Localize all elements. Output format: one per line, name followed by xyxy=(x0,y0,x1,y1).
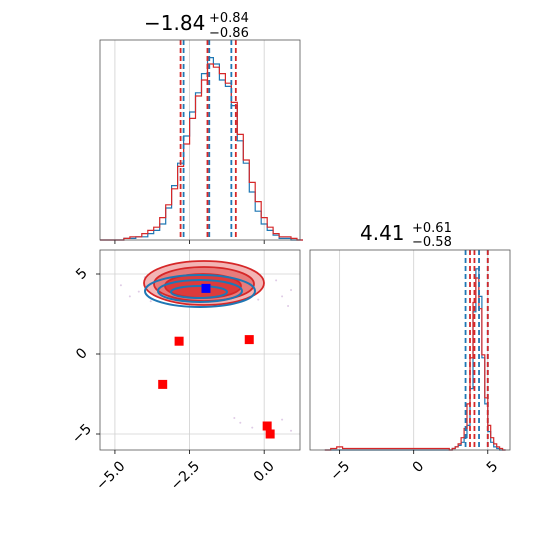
hist2-x-tick-label: −5 xyxy=(327,458,353,484)
noise-dot xyxy=(290,429,293,432)
noise-dot xyxy=(281,295,284,298)
scatter-y-tick-label: −5 xyxy=(69,421,95,447)
noise-dot xyxy=(149,300,152,303)
scatter-markers xyxy=(158,283,275,439)
scatter-y-tick-label: 0 xyxy=(73,345,91,363)
title-param1-median: −1.84 xyxy=(144,11,205,35)
hist2-red-step xyxy=(324,277,506,451)
hist1-quantile-lines xyxy=(179,40,237,240)
red-square-marker xyxy=(262,421,272,431)
hist2-x-tick-label: 5 xyxy=(484,458,502,476)
noise-dot xyxy=(251,426,254,429)
noise-dot xyxy=(119,284,122,287)
hist2-x-tick-label: 0 xyxy=(410,458,428,476)
hist2-quantile-lines xyxy=(464,250,489,450)
hist2-series xyxy=(324,268,506,451)
noise-dot xyxy=(290,289,293,291)
noise-dot xyxy=(257,298,260,301)
noise-dot xyxy=(281,418,284,421)
noise-dot xyxy=(287,305,290,307)
title-param2-plus: +0.61 xyxy=(412,221,452,236)
scatter-x-ticks: −5.0 −2.5 0.0 xyxy=(93,450,278,494)
scatter-x-tick-label: −5.0 xyxy=(93,458,128,493)
contour-blue-inner xyxy=(170,285,228,299)
scatter-y-ticks: −5 0 5 xyxy=(69,265,100,447)
red-square-marker xyxy=(265,429,275,439)
noise-dot xyxy=(128,295,131,298)
panel-scatter: −5.0 −2.5 0.0 −5 0 5 xyxy=(69,249,301,494)
noise-dot xyxy=(275,279,278,282)
contour-blue-mid xyxy=(157,279,243,303)
noise-dot xyxy=(239,421,242,424)
scatter-x-tick-label: 0.0 xyxy=(251,458,278,485)
hist1-series xyxy=(100,57,303,244)
title-param1-minus: −0.86 xyxy=(209,26,249,41)
title-param2-median: 4.41 xyxy=(360,221,405,245)
panel-hist-param1: −1.84 +0.84 −0.86 xyxy=(99,11,303,244)
contour-blue-outer xyxy=(144,274,256,308)
title-param2-minus: −0.58 xyxy=(412,235,452,250)
blue-square-marker xyxy=(201,283,211,293)
hist1-red-step xyxy=(100,63,303,241)
hist1-frame xyxy=(99,39,301,241)
noise-dot xyxy=(233,417,236,419)
panel-hist-param2: 4.41 +0.61 −0.58 −5 0 5 xyxy=(309,221,511,484)
scatter-y-tick-label: 5 xyxy=(73,265,91,283)
scatter-frame xyxy=(99,249,301,451)
red-square-marker xyxy=(158,379,168,389)
red-square-marker xyxy=(244,335,254,345)
red-square-marker xyxy=(174,336,184,346)
scatter-x-tick-label: −2.5 xyxy=(168,458,203,493)
noise-dot xyxy=(137,290,140,293)
title-param1-plus: +0.84 xyxy=(209,11,249,26)
hist2-x-ticks: −5 0 5 xyxy=(327,450,501,484)
hist2-frame xyxy=(309,249,511,451)
